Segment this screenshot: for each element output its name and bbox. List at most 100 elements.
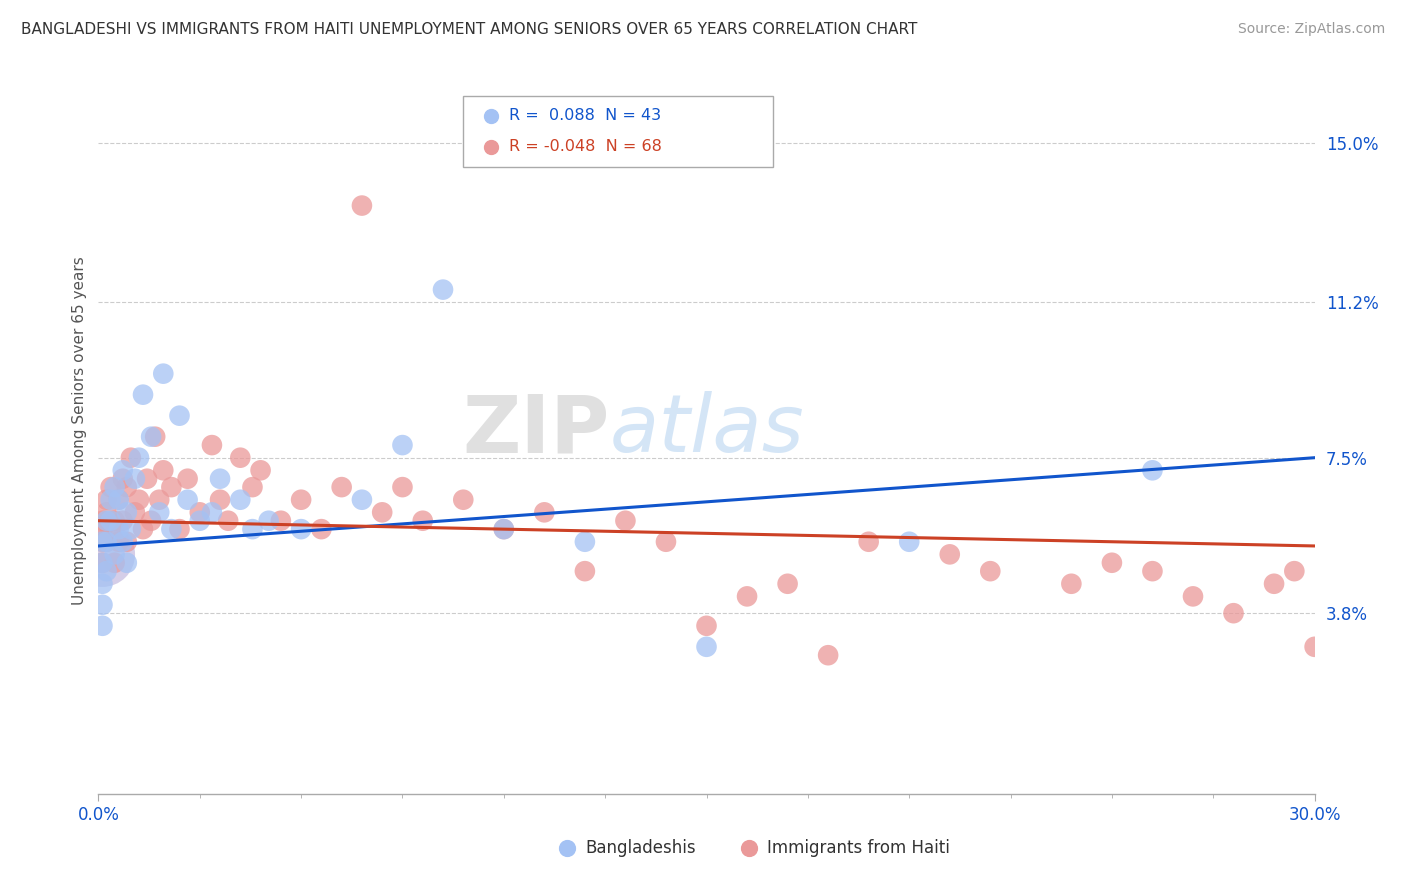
Point: [104, 480, 127, 494]
Point: [139, 430, 162, 444]
Point: [169, 522, 191, 536]
Point: [120, 522, 142, 536]
Text: Bangladeshis: Bangladeshis: [585, 839, 696, 857]
Text: R = -0.048  N = 68: R = -0.048 N = 68: [509, 139, 662, 154]
Point: [104, 556, 127, 570]
Point: [735, 590, 758, 604]
Point: [100, 492, 122, 507]
Point: [432, 283, 454, 297]
Point: [1142, 564, 1164, 578]
Point: [107, 492, 129, 507]
Point: [124, 472, 146, 486]
Text: Immigrants from Haiti: Immigrants from Haiti: [768, 839, 950, 857]
Point: [111, 514, 134, 528]
Point: [91, 522, 114, 536]
Point: [100, 514, 122, 528]
Point: [249, 463, 271, 477]
Text: Source: ZipAtlas.com: Source: ZipAtlas.com: [1237, 22, 1385, 37]
Point: [574, 534, 596, 549]
Point: [91, 576, 114, 591]
Point: [107, 534, 129, 549]
Point: [492, 522, 515, 536]
Point: [817, 648, 839, 663]
Point: [201, 438, 224, 452]
Point: [104, 547, 127, 561]
Point: [391, 438, 413, 452]
Point: [96, 492, 118, 507]
Point: [160, 522, 183, 536]
Point: [107, 492, 129, 507]
Point: [115, 480, 138, 494]
Point: [96, 534, 118, 549]
Point: [1344, 661, 1367, 675]
Point: [1101, 556, 1123, 570]
Point: [111, 534, 134, 549]
Point: [188, 505, 211, 519]
Point: [311, 522, 333, 536]
Y-axis label: Unemployment Among Seniors over 65 years: Unemployment Among Seniors over 65 years: [72, 256, 87, 605]
Point: [412, 514, 434, 528]
Point: [655, 534, 678, 549]
Point: [96, 534, 118, 549]
Point: [91, 514, 114, 528]
Point: [124, 505, 146, 519]
Point: [176, 472, 198, 486]
Point: [858, 534, 880, 549]
Point: [107, 522, 129, 536]
Point: [136, 472, 159, 486]
Point: [574, 564, 596, 578]
Point: [128, 450, 150, 465]
Text: R =  0.088  N = 43: R = 0.088 N = 43: [509, 108, 662, 123]
Point: [188, 514, 211, 528]
Point: [152, 463, 174, 477]
Point: [242, 480, 264, 494]
Point: [169, 409, 191, 423]
Point: [115, 505, 138, 519]
Point: [391, 480, 413, 494]
FancyBboxPatch shape: [464, 96, 773, 167]
Point: [96, 514, 118, 528]
Point: [229, 450, 252, 465]
Point: [290, 522, 312, 536]
Point: [152, 367, 174, 381]
Point: [91, 598, 114, 612]
Point: [371, 505, 394, 519]
Point: [1060, 576, 1083, 591]
Point: [91, 556, 114, 570]
Point: [229, 492, 252, 507]
Point: [120, 450, 142, 465]
Point: [217, 514, 239, 528]
Point: [1323, 598, 1346, 612]
Point: [160, 480, 183, 494]
Point: [776, 576, 799, 591]
Point: [1336, 648, 1358, 663]
Point: [898, 534, 921, 549]
Point: [115, 534, 138, 549]
Point: [132, 522, 155, 536]
Point: [209, 492, 232, 507]
Text: ZIP: ZIP: [463, 392, 609, 469]
Point: [350, 492, 373, 507]
Text: atlas: atlas: [609, 392, 804, 469]
Point: [350, 198, 373, 212]
Point: [111, 463, 134, 477]
Point: [176, 492, 198, 507]
Point: [91, 556, 114, 570]
Point: [96, 505, 118, 519]
Point: [148, 492, 170, 507]
Point: [104, 514, 127, 528]
Point: [330, 480, 353, 494]
Point: [111, 472, 134, 486]
Point: [270, 514, 292, 528]
Text: BANGLADESHI VS IMMIGRANTS FROM HAITI UNEMPLOYMENT AMONG SENIORS OVER 65 YEARS CO: BANGLADESHI VS IMMIGRANTS FROM HAITI UNE…: [21, 22, 918, 37]
Point: [453, 492, 475, 507]
Point: [132, 387, 155, 401]
Point: [242, 522, 264, 536]
Point: [492, 522, 515, 536]
Point: [139, 514, 162, 528]
Point: [96, 564, 118, 578]
Point: [1142, 463, 1164, 477]
Point: [533, 505, 555, 519]
Point: [100, 480, 122, 494]
Point: [290, 492, 312, 507]
